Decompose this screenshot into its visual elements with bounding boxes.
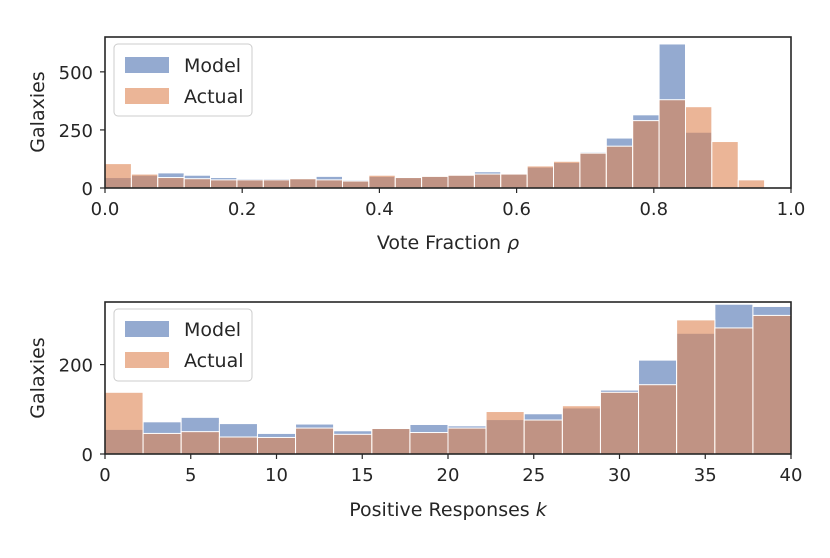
x-tick-label: 0.6 bbox=[502, 199, 531, 220]
x-tick-label: 15 bbox=[351, 465, 374, 486]
bottom-legend-actual-label: Actual bbox=[184, 350, 244, 372]
actual-bar bbox=[605, 145, 634, 189]
actual-bar bbox=[714, 327, 754, 455]
bottom-legend-model-swatch bbox=[125, 321, 169, 337]
actual-bar bbox=[218, 436, 258, 455]
actual-bar bbox=[658, 99, 686, 189]
actual-bar bbox=[447, 174, 475, 189]
actual-bar bbox=[553, 160, 581, 189]
y-tick-label: 0 bbox=[82, 179, 93, 200]
actual-bar bbox=[256, 436, 297, 455]
actual-bar bbox=[638, 384, 678, 455]
bottom-x-axis-label: Positive Responses k bbox=[349, 499, 547, 521]
bottom-y-axis-label: Galaxies bbox=[27, 337, 49, 418]
x-tick-label: 0 bbox=[99, 465, 110, 486]
actual-bar bbox=[473, 173, 502, 189]
actual-bar bbox=[315, 179, 343, 189]
actual-bar bbox=[104, 391, 144, 455]
top-x-axis-label: Vote Fraction ρ bbox=[377, 232, 519, 254]
bottom-axis-ticks: 0 5 10 15 20 25 30 35 40 0 200 bbox=[59, 356, 803, 486]
actual-bar bbox=[599, 391, 640, 455]
top-legend-model-label: Model bbox=[184, 55, 241, 77]
actual-bars bbox=[104, 99, 766, 189]
top-legend-actual-swatch bbox=[125, 88, 169, 104]
actual-bar bbox=[676, 319, 716, 455]
actual-bar bbox=[485, 411, 525, 455]
actual-bar bbox=[500, 173, 528, 189]
x-tick-label: 10 bbox=[265, 465, 288, 486]
y-tick-label: 200 bbox=[59, 356, 93, 377]
actual-bar bbox=[409, 432, 449, 455]
x-tick-label: 0.8 bbox=[639, 199, 668, 220]
actual-bar bbox=[236, 179, 264, 189]
actual-bar bbox=[632, 120, 660, 189]
actual-bar bbox=[157, 177, 185, 189]
positive-responses-histogram: 0 5 10 15 20 25 30 35 40 0 200 Galaxies Positive R… bbox=[27, 301, 803, 521]
top-legend-actual-label: Actual bbox=[184, 86, 244, 108]
top-axis-ticks: 0.0 0.2 0.4 0.6 0.8 1.0 0 250 500 bbox=[59, 63, 806, 220]
actual-bar bbox=[579, 152, 607, 189]
actual-bar bbox=[262, 179, 291, 189]
x-tick-label: 25 bbox=[522, 465, 545, 486]
x-tick-label: 40 bbox=[780, 465, 803, 486]
actual-bar bbox=[711, 141, 739, 189]
top-legend-model-swatch bbox=[125, 57, 169, 73]
actual-bar bbox=[289, 178, 317, 189]
x-tick-label: 30 bbox=[608, 465, 631, 486]
x-tick-label: 35 bbox=[694, 465, 717, 486]
actual-bar bbox=[180, 431, 220, 455]
y-tick-label: 500 bbox=[59, 63, 93, 84]
actual-bar bbox=[295, 427, 335, 455]
actual-bar bbox=[333, 433, 373, 455]
actual-bar bbox=[104, 163, 132, 189]
actual-bar bbox=[523, 419, 563, 455]
y-tick-label: 0 bbox=[82, 445, 93, 466]
actual-bar bbox=[371, 428, 411, 455]
top-plot-frame bbox=[104, 36, 792, 189]
x-tick-label: 5 bbox=[185, 465, 196, 486]
x-tick-label: 1.0 bbox=[777, 199, 806, 220]
actual-bar bbox=[210, 179, 238, 189]
actual-bar bbox=[183, 178, 212, 189]
x-tick-label: 0.0 bbox=[91, 199, 120, 220]
actual-bar bbox=[526, 165, 555, 189]
actual-bar bbox=[394, 177, 423, 189]
actual-bar bbox=[684, 106, 713, 189]
y-tick-label: 250 bbox=[59, 121, 93, 142]
x-tick-label: 0.2 bbox=[228, 199, 257, 220]
top-y-axis-label: Galaxies bbox=[27, 71, 49, 152]
x-tick-label: 0.4 bbox=[365, 199, 394, 220]
actual-bar bbox=[341, 180, 370, 189]
actual-bar bbox=[368, 174, 396, 189]
vote-fraction-histogram: 0.0 0.2 0.4 0.6 0.8 1.0 0 250 500 Galaxies Vote … bbox=[27, 36, 806, 254]
x-tick-label: 20 bbox=[437, 465, 460, 486]
actual-bar bbox=[737, 179, 766, 189]
bottom-legend: Model Actual bbox=[113, 308, 253, 382]
actual-bar bbox=[421, 175, 449, 189]
bottom-legend-model-label: Model bbox=[184, 319, 241, 341]
actual-bar bbox=[130, 173, 159, 189]
actual-bar bbox=[447, 427, 487, 455]
top-legend: Model Actual bbox=[113, 43, 253, 117]
actual-bar bbox=[561, 405, 601, 455]
actual-bar bbox=[752, 314, 792, 455]
bottom-legend-actual-swatch bbox=[125, 352, 169, 368]
actual-bar bbox=[142, 432, 182, 455]
